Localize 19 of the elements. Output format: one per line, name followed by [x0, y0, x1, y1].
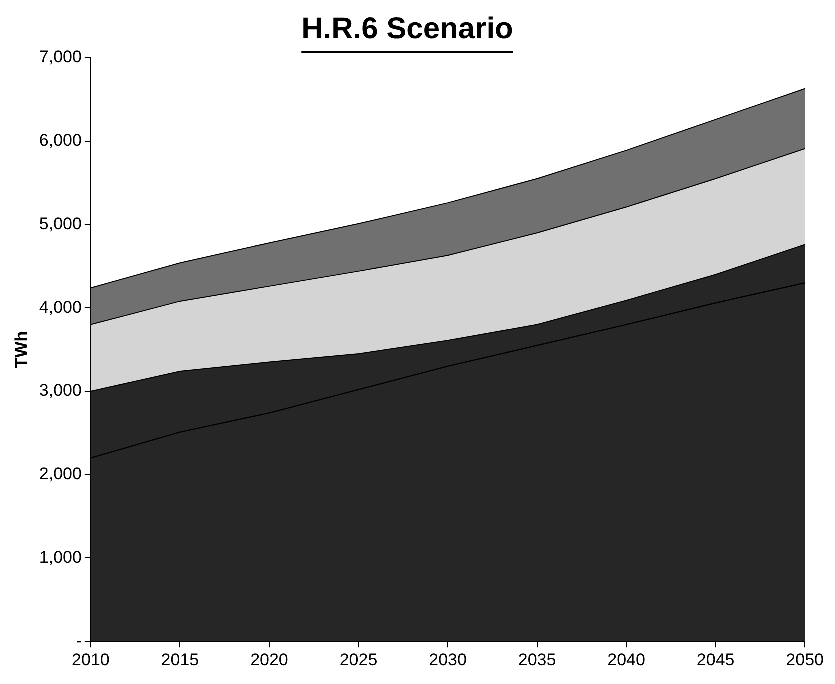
- x-tick-label: 2025: [340, 650, 378, 670]
- y-tick-label: 3,000: [39, 381, 82, 400]
- y-tick-label: 1,000: [39, 548, 82, 567]
- y-tick-label: 2,000: [39, 464, 82, 484]
- chart-title: H.R.6 Scenario: [302, 12, 514, 46]
- x-tick-label: 2050: [786, 650, 824, 670]
- y-tick-label: 4,000: [39, 298, 82, 317]
- x-tick-label: 2030: [429, 650, 467, 670]
- x-tick-label: 2045: [696, 650, 735, 670]
- y-tick-label: 7,000: [39, 48, 82, 67]
- x-tick-label: 2035: [518, 650, 556, 670]
- y-tick-label: 5,000: [39, 214, 82, 234]
- x-tick-label: 2040: [608, 650, 646, 670]
- x-tick-label: 2010: [72, 650, 110, 670]
- x-tick-label: 2020: [250, 650, 288, 670]
- x-tick-label: 2015: [161, 650, 200, 670]
- y-tick-label: -: [76, 631, 82, 650]
- y-tick-label: 6,000: [39, 131, 82, 150]
- y-axis-title: TWh: [12, 331, 31, 368]
